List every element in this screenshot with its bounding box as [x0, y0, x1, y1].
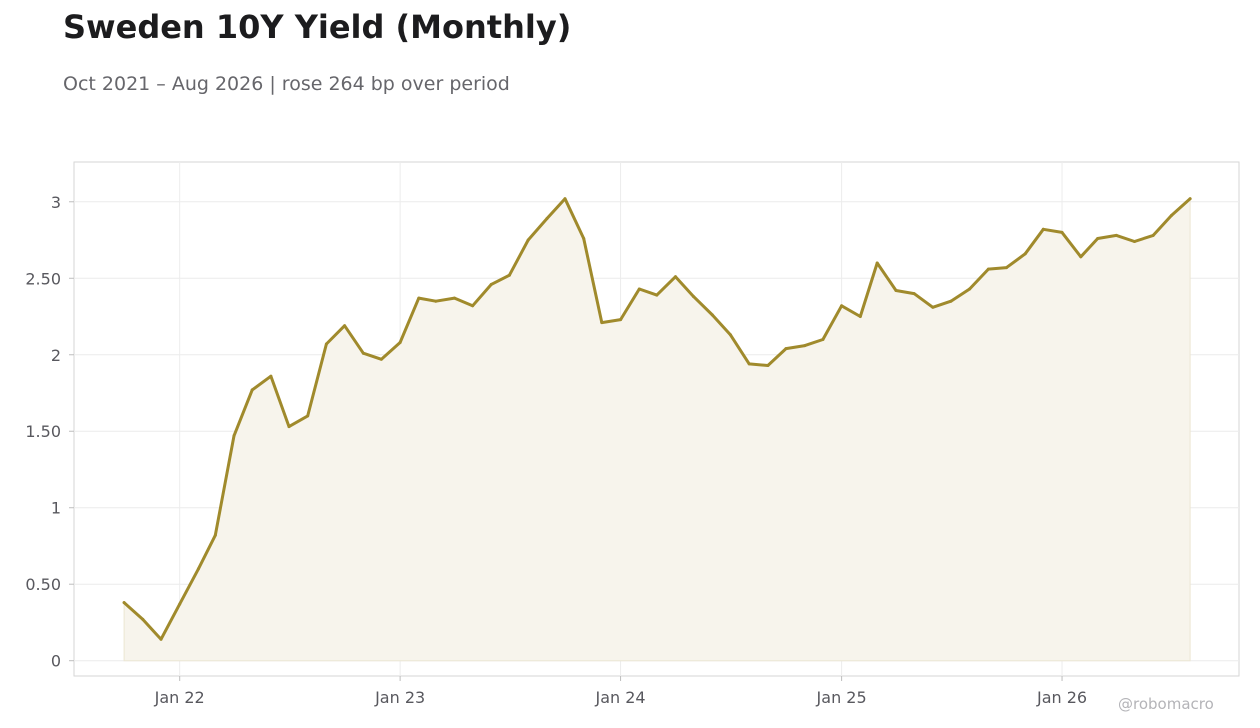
data-point — [1133, 240, 1136, 243]
data-point — [250, 388, 254, 392]
data-point — [912, 292, 916, 296]
data-point — [526, 238, 530, 242]
data-point — [674, 275, 677, 279]
y-tick-label: 0 — [51, 652, 61, 671]
watermark: @robomacro — [1118, 695, 1214, 713]
data-point — [434, 299, 438, 303]
x-tick-label: Jan 26 — [1036, 688, 1087, 707]
data-points — [122, 197, 1192, 641]
y-axis-tick-labels: 0 0.50 1 1.50 2 2.50 3 — [25, 193, 61, 671]
data-point — [747, 362, 751, 366]
data-point — [269, 374, 273, 378]
data-point — [343, 324, 347, 328]
data-point — [1151, 233, 1155, 237]
data-point — [710, 313, 714, 317]
data-point — [619, 318, 623, 322]
chart-title: Sweden 10Y Yield (Monthly) — [63, 8, 572, 46]
data-point — [840, 304, 844, 308]
x-axis-tick-labels: Jan 22 Jan 23 Jan 24 Jan 25 Jan 26 — [154, 688, 1087, 707]
data-point — [637, 287, 641, 291]
data-point — [1169, 214, 1173, 217]
chart-subtitle: Oct 2021 – Aug 2026 | rose 264 bp over p… — [63, 73, 510, 95]
data-point — [692, 295, 696, 299]
data-point — [1060, 230, 1064, 234]
data-point — [729, 333, 732, 337]
data-point — [1041, 227, 1045, 231]
data-point — [507, 273, 511, 277]
y-axis-ticks — [69, 201, 74, 662]
data-point — [159, 637, 163, 641]
data-point — [232, 434, 236, 438]
y-tick-label: 1.50 — [25, 422, 61, 441]
data-point — [858, 315, 862, 318]
data-point — [489, 282, 493, 286]
data-point — [784, 347, 788, 351]
yield-area-fill — [123, 197, 1191, 662]
data-point — [875, 261, 879, 265]
x-tick-label: Jan 24 — [595, 688, 646, 707]
data-point — [122, 601, 126, 605]
data-point — [324, 342, 328, 346]
data-point — [196, 567, 200, 571]
data-point — [213, 533, 217, 537]
y-tick-label: 2 — [51, 346, 61, 365]
data-point — [931, 305, 935, 309]
data-point — [141, 617, 145, 621]
data-point — [471, 304, 475, 308]
data-point — [1079, 255, 1083, 259]
data-point — [1096, 237, 1100, 240]
data-point — [1114, 233, 1118, 237]
x-tick-label: Jan 25 — [816, 688, 867, 707]
y-tick-label: 1 — [51, 499, 61, 518]
y-tick-label: 0.50 — [25, 575, 61, 594]
data-point — [287, 425, 291, 429]
x-tick-label: Jan 23 — [374, 688, 425, 707]
y-tick-label: 3 — [51, 193, 61, 212]
data-point — [178, 602, 182, 606]
x-tick-label: Jan 22 — [154, 688, 205, 707]
data-point — [766, 364, 770, 367]
y-tick-label: 2.50 — [25, 269, 61, 288]
data-point — [398, 341, 402, 344]
x-axis-ticks — [179, 676, 1063, 681]
data-point — [361, 351, 365, 355]
data-point — [379, 357, 383, 361]
data-point — [894, 289, 898, 292]
data-point — [949, 299, 953, 303]
data-point — [600, 321, 604, 325]
data-point — [582, 237, 586, 240]
data-point — [1005, 266, 1008, 270]
data-point — [1023, 252, 1027, 256]
data-point — [1188, 197, 1192, 201]
data-point — [655, 293, 659, 297]
data-point — [803, 344, 807, 348]
data-point — [563, 197, 567, 201]
data-point — [986, 267, 990, 271]
data-point — [417, 296, 421, 300]
data-point — [453, 296, 456, 300]
data-point — [968, 287, 972, 291]
data-point — [545, 217, 549, 221]
data-point — [821, 338, 825, 341]
plot-frame — [73, 161, 1240, 677]
data-point — [306, 414, 310, 418]
